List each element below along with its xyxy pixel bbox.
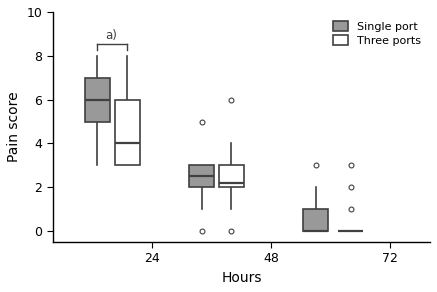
Bar	[219, 165, 244, 187]
Legend: Single port, Three ports: Single port, Three ports	[329, 18, 424, 49]
Bar	[303, 209, 328, 231]
Bar	[115, 100, 140, 165]
Y-axis label: Pain score: Pain score	[7, 92, 21, 162]
Bar	[189, 165, 214, 187]
Bar	[85, 78, 110, 121]
X-axis label: Hours: Hours	[221, 271, 262, 285]
Text: a): a)	[105, 29, 117, 42]
